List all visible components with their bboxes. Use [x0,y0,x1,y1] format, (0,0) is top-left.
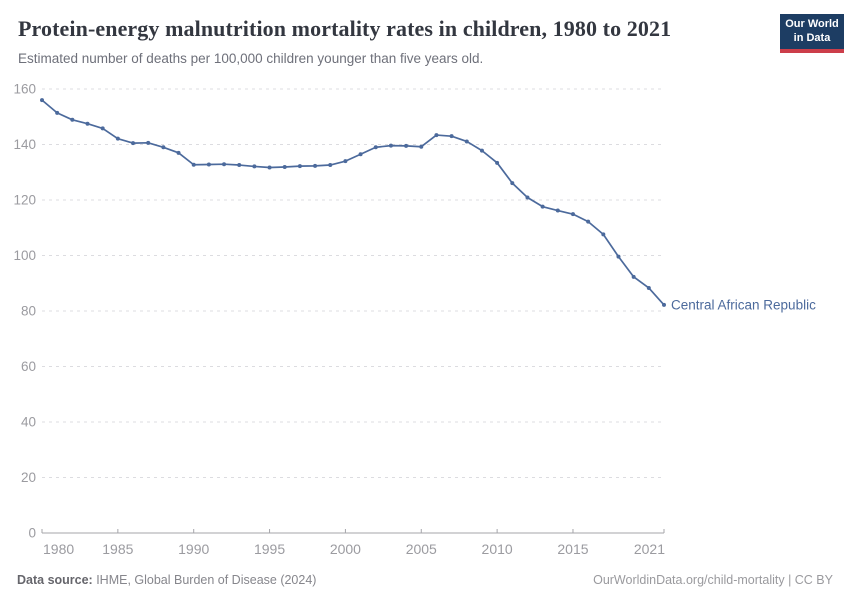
x-tick-label-1985: 1985 [102,541,133,557]
data-line-central-african-republic[interactable] [41,99,665,306]
data-point-2019[interactable] [631,274,636,279]
data-point-1992[interactable] [222,162,227,167]
data-point-2014[interactable] [555,208,560,213]
owid-logo[interactable]: Our World in Data [780,14,844,53]
data-point-2006[interactable] [434,133,439,138]
data-point-1982[interactable] [70,117,75,122]
data-point-2010[interactable] [495,160,500,165]
footer-link[interactable]: OurWorldinData.org/child-mortality | CC … [593,573,833,587]
data-point-1995[interactable] [267,165,272,170]
y-tick-label-100: 100 [13,248,36,263]
data-point-1988[interactable] [161,145,166,150]
data-point-2011[interactable] [510,181,515,186]
y-tick-label-40: 40 [21,415,36,430]
data-point-1985[interactable] [115,136,120,141]
x-tick-label-1980: 1980 [43,541,74,557]
data-point-2001[interactable] [358,152,363,157]
data-point-1999[interactable] [328,163,333,168]
data-point-2013[interactable] [540,204,545,209]
chart-subtitle: Estimated number of deaths per 100,000 c… [18,51,484,66]
x-tick-label-2000: 2000 [330,541,361,557]
data-source-value: IHME, Global Burden of Disease (2024) [92,573,317,587]
data-point-2021[interactable] [662,302,666,307]
y-tick-label-160: 160 [13,82,36,97]
data-point-1998[interactable] [313,163,318,168]
data-point-2009[interactable] [479,148,484,153]
data-point-2007[interactable] [449,134,454,139]
data-source-note: Data source: IHME, Global Burden of Dise… [17,573,316,587]
data-point-2008[interactable] [464,139,469,144]
data-point-2004[interactable] [404,143,409,148]
data-point-2020[interactable] [646,285,651,290]
data-point-1997[interactable] [297,164,302,169]
chart-header: Protein-energy malnutrition mortality ra… [18,16,758,66]
data-point-1990[interactable] [191,162,196,167]
data-point-1993[interactable] [237,163,242,168]
data-point-2015[interactable] [570,212,575,217]
y-tick-label-120: 120 [13,193,36,208]
x-tick-label-2021: 2021 [634,541,665,557]
owid-logo-redbar [780,48,844,53]
data-point-2016[interactable] [586,219,591,224]
owid-logo-text: Our World in Data [780,14,844,49]
data-point-1994[interactable] [252,164,257,169]
data-point-1991[interactable] [206,162,211,167]
chart-area[interactable]: 0 20 40 60 80 100 120 140 160 1980 1985 1990 1995 200… [0,78,850,578]
chart-title: Protein-energy malnutrition mortality ra… [18,16,672,41]
x-tick-label-2015: 2015 [557,541,588,557]
data-point-1981[interactable] [55,110,60,115]
chart-footer: Data source: IHME, Global Burden of Dise… [17,573,833,587]
data-point-1989[interactable] [176,150,181,155]
line-chart-canvas[interactable]: 0 20 40 60 80 100 120 140 160 1980 1985 1990 1995 200… [0,78,850,578]
x-tick-label-1995: 1995 [254,541,285,557]
series-label[interactable]: Central African Republic [671,297,816,312]
data-point-1986[interactable] [131,141,136,146]
data-point-2003[interactable] [388,143,393,148]
data-point-1987[interactable] [146,140,151,145]
data-point-2000[interactable] [343,159,348,164]
y-tick-label-140: 140 [13,137,36,152]
x-tick-label-1990: 1990 [178,541,209,557]
data-point-1983[interactable] [85,121,90,126]
y-tick-label-60: 60 [21,359,36,374]
y-tick-label-80: 80 [21,304,36,319]
data-point-2012[interactable] [525,195,530,200]
y-tick-label-20: 20 [21,470,36,485]
data-point-2002[interactable] [373,145,378,150]
data-point-1996[interactable] [282,164,287,169]
data-point-1984[interactable] [100,126,105,131]
y-tick-label-0: 0 [28,526,36,541]
data-point-1980[interactable] [40,98,44,103]
data-point-2018[interactable] [616,254,621,259]
x-tick-label-2010: 2010 [482,541,513,557]
data-point-2005[interactable] [419,144,424,149]
x-tick-label-2005: 2005 [406,541,437,557]
data-point-2017[interactable] [601,232,606,237]
data-source-label: Data source: [17,573,93,587]
